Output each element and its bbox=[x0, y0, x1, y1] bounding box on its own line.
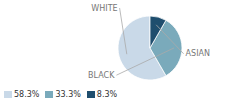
svg-text:WHITE: WHITE bbox=[91, 4, 117, 13]
html-text:33.3%: 33.3% bbox=[55, 90, 81, 99]
html-text:58.3%: 58.3% bbox=[14, 90, 40, 99]
svg-text:ASIAN: ASIAN bbox=[186, 49, 210, 58]
html-text:8.3%: 8.3% bbox=[96, 90, 118, 99]
svg-text:BLACK: BLACK bbox=[88, 71, 115, 80]
